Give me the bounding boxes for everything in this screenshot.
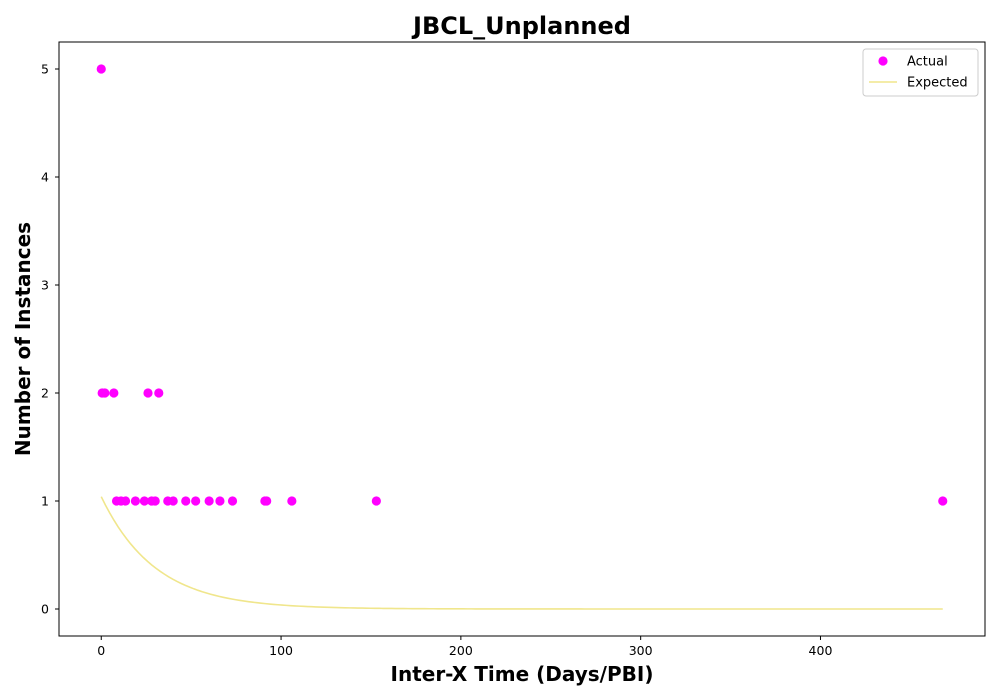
plot-frame (58, 41, 986, 637)
actual-point (371, 496, 381, 506)
y-tick-label: 3 (41, 278, 49, 293)
actual-point (168, 496, 178, 506)
actual-point (130, 496, 141, 506)
plot-area: 0 100 200 300 400 0 1 2 3 4 5 (41, 41, 986, 658)
x-tick-label: 100 (269, 643, 293, 658)
actual-point (204, 496, 214, 506)
legend-label: Expected (907, 76, 968, 91)
expected-line (100, 496, 943, 610)
actual-point (287, 496, 297, 506)
legend-label: Actual (907, 55, 948, 70)
y-axis-title: Number of Instances (11, 222, 35, 456)
actual-point (181, 496, 191, 506)
legend-box (862, 48, 979, 97)
actual-point (150, 496, 160, 506)
actual-point (154, 388, 164, 398)
actual-point (938, 496, 948, 506)
actual-point (139, 496, 150, 506)
actual-point (100, 388, 110, 398)
actual-point (96, 64, 106, 74)
actual-point (227, 496, 238, 506)
x-tick-label: 400 (809, 643, 833, 658)
y-tick-label: 0 (41, 602, 49, 617)
legend: Actual Expected (862, 48, 979, 97)
y-tick-label: 5 (41, 62, 49, 77)
x-tick-label: 200 (449, 643, 473, 658)
actual-point (143, 388, 153, 398)
x-axis-title: Inter-X Time (Days/PBI) (391, 662, 654, 686)
actual-point (120, 496, 131, 506)
x-tick-label: 0 (97, 643, 105, 658)
y-tick-label: 2 (41, 386, 49, 401)
actual-point (215, 496, 225, 506)
y-tick-label: 4 (41, 170, 49, 185)
y-tick-label: 1 (41, 494, 49, 509)
actual-point (191, 496, 201, 506)
x-tick-label: 300 (629, 643, 653, 658)
actual-point (109, 388, 119, 398)
chart-title: JBCL_Unplanned (411, 12, 631, 40)
legend-marker-actual (878, 56, 888, 66)
actual-point (262, 496, 272, 506)
